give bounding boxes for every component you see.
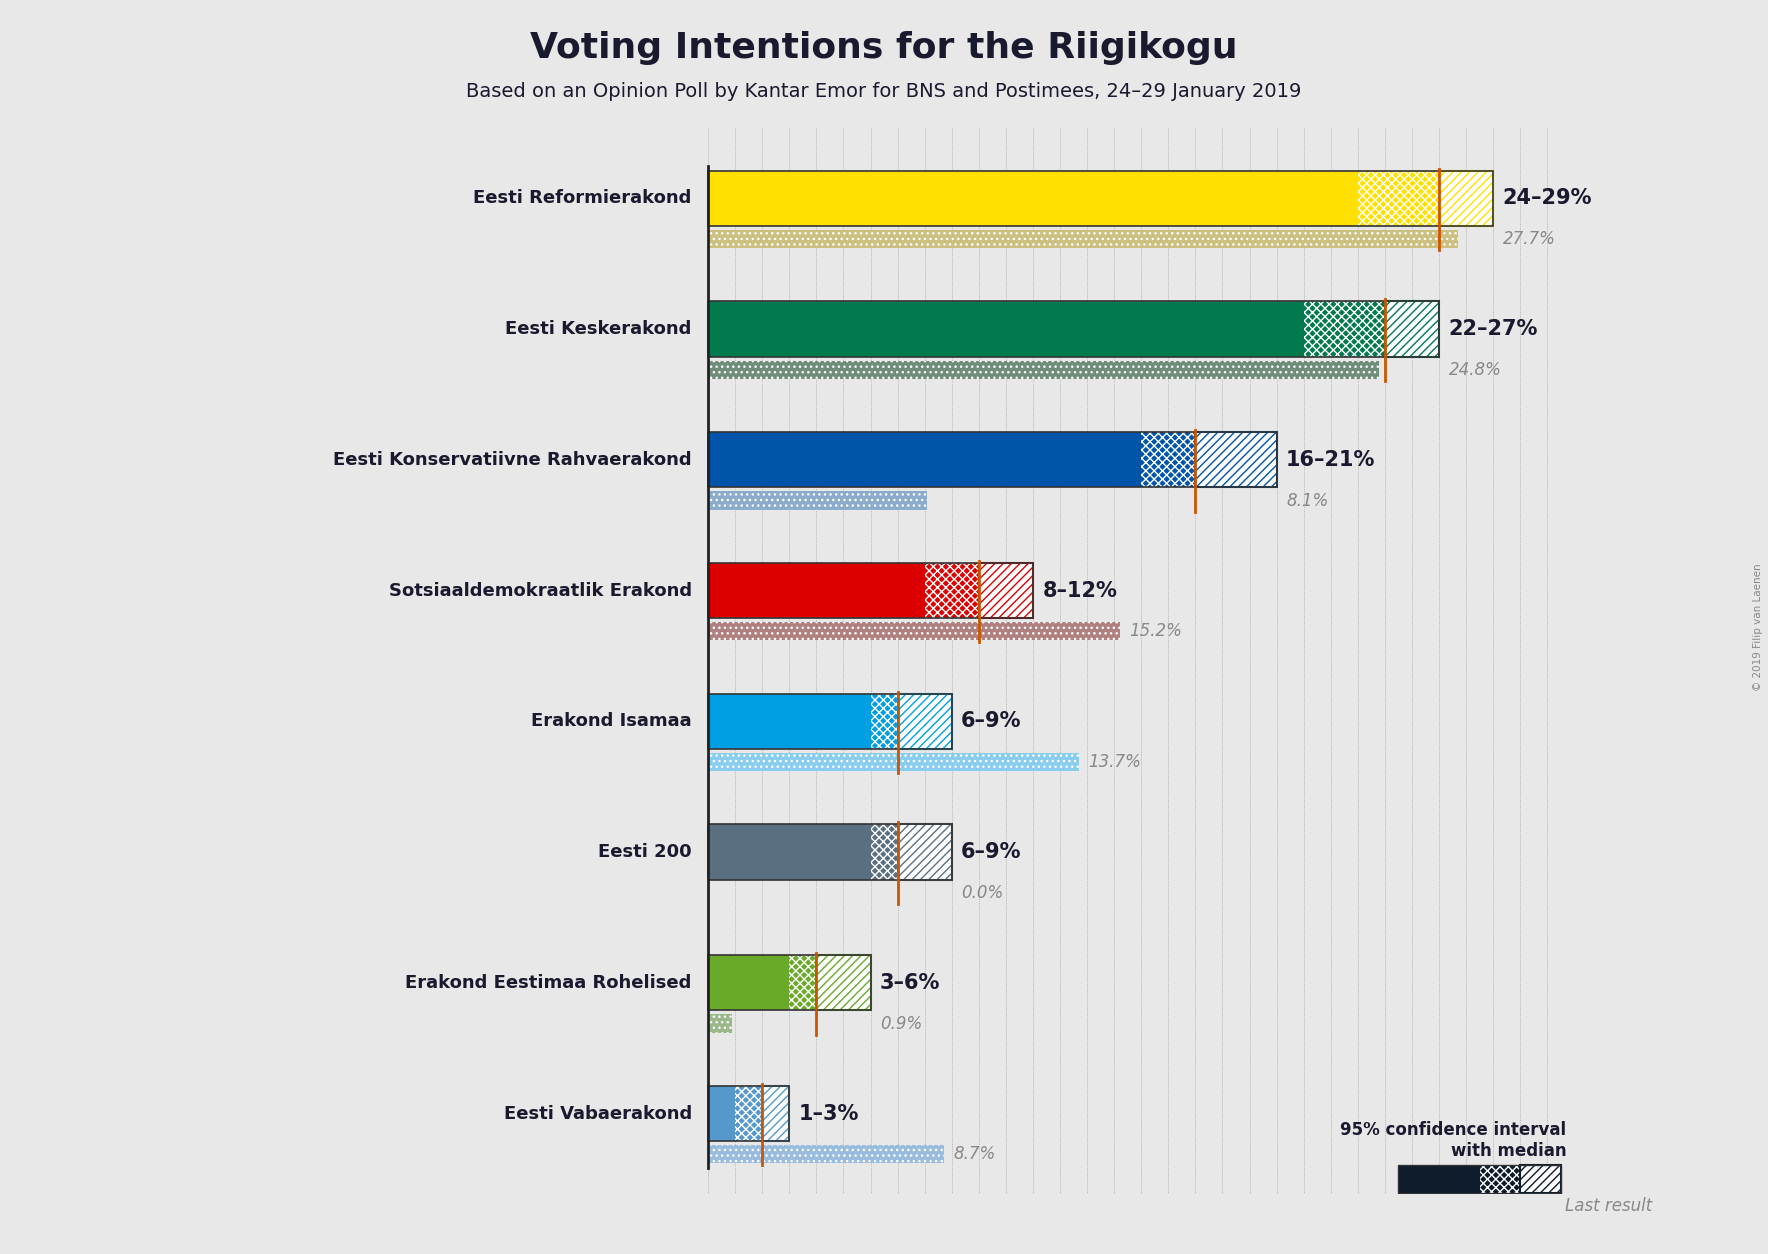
Text: © 2019 Filip van Laenen: © 2019 Filip van Laenen [1752,563,1763,691]
Text: 3–6%: 3–6% [880,973,941,993]
Bar [979,563,1033,618]
Bar [1195,433,1276,488]
Bar [1384,301,1439,356]
Bar [925,563,979,618]
Bar [709,622,1119,641]
Bar [1142,433,1195,488]
Text: Eesti 200: Eesti 200 [598,843,691,861]
Text: 16–21%: 16–21% [1285,450,1376,470]
Bar [1303,301,1384,356]
Bar [709,301,1439,356]
Bar [709,622,1119,641]
Text: Eesti Vabaerakond: Eesti Vabaerakond [504,1105,691,1122]
Text: 95% confidence interval
with median: 95% confidence interval with median [1340,1121,1566,1160]
Text: Eesti Konservatiivne Rahvaerakond: Eesti Konservatiivne Rahvaerakond [332,450,691,469]
Bar [925,563,979,618]
Text: 22–27%: 22–27% [1448,319,1538,339]
Bar [709,171,1358,226]
Bar [709,433,1142,488]
Bar [1398,1165,1480,1193]
Bar [709,229,1459,248]
Bar [1398,1200,1561,1213]
Text: 15.2%: 15.2% [1130,622,1183,641]
Bar [709,693,951,749]
Bar [709,1086,789,1141]
Text: Based on an Opinion Poll by Kantar Emor for BNS and Postimees, 24–29 January 201: Based on an Opinion Poll by Kantar Emor … [467,82,1301,100]
Bar [898,824,951,880]
Bar [709,1086,735,1141]
Bar [709,171,1494,226]
Bar [870,693,898,749]
Bar [1195,433,1276,488]
Bar [709,752,1078,771]
Bar [870,693,898,749]
Text: 13.7%: 13.7% [1089,752,1142,771]
Text: 0.0%: 0.0% [962,884,1004,902]
Bar [709,229,1459,248]
Bar [709,563,1033,618]
Bar [709,361,1379,379]
Bar [898,693,951,749]
Bar [762,1086,789,1141]
Text: 0.9%: 0.9% [880,1014,923,1032]
Bar [789,956,817,1011]
Bar [735,1086,762,1141]
Text: Last result: Last result [1565,1198,1651,1215]
Text: Voting Intentions for the Riigikogu: Voting Intentions for the Riigikogu [530,31,1238,65]
Text: Erakond Eestimaa Rohelised: Erakond Eestimaa Rohelised [405,974,691,992]
Text: 24.8%: 24.8% [1448,361,1501,379]
Bar [1439,171,1494,226]
Bar [762,1086,789,1141]
Bar [709,824,951,880]
Bar [870,824,898,880]
Bar [1480,1165,1520,1193]
Bar [709,1014,732,1032]
Bar [1303,301,1384,356]
Bar [709,956,789,1011]
Bar [709,361,1379,379]
Text: 8.7%: 8.7% [953,1145,995,1164]
Bar [870,824,898,880]
Bar [817,956,870,1011]
Bar [709,956,870,1011]
Bar [1480,1165,1520,1193]
Bar [709,563,925,618]
Bar [709,492,928,509]
Bar [1142,433,1195,488]
Bar [709,752,1078,771]
Bar [1439,171,1494,226]
Bar [709,492,928,509]
Bar [898,693,951,749]
Bar [1398,1165,1561,1193]
Text: 27.7%: 27.7% [1503,229,1556,248]
Bar [709,1145,944,1164]
Bar [789,956,817,1011]
Text: 6–9%: 6–9% [962,841,1022,861]
Text: 8.1%: 8.1% [1285,492,1328,509]
Bar [709,693,870,749]
Bar [709,824,870,880]
Text: 6–9%: 6–9% [962,711,1022,731]
Bar [979,563,1033,618]
Bar [898,824,951,880]
Bar [709,433,1276,488]
Bar [709,301,1303,356]
Text: 1–3%: 1–3% [799,1104,859,1124]
Bar [1384,301,1439,356]
Bar [735,1086,762,1141]
Bar [817,956,870,1011]
Text: Erakond Isamaa: Erakond Isamaa [530,712,691,730]
Bar [1358,171,1439,226]
Bar [709,1145,944,1164]
Text: Eesti Reformierakond: Eesti Reformierakond [474,189,691,207]
Bar [1520,1165,1561,1193]
Text: Sotsiaaldemokraatlik Erakond: Sotsiaaldemokraatlik Erakond [389,582,691,599]
Bar [1520,1165,1561,1193]
Bar [709,1014,732,1032]
Text: 8–12%: 8–12% [1043,581,1117,601]
Text: 24–29%: 24–29% [1503,188,1593,208]
Text: Eesti Keskerakond: Eesti Keskerakond [506,320,691,339]
Bar [1358,171,1439,226]
